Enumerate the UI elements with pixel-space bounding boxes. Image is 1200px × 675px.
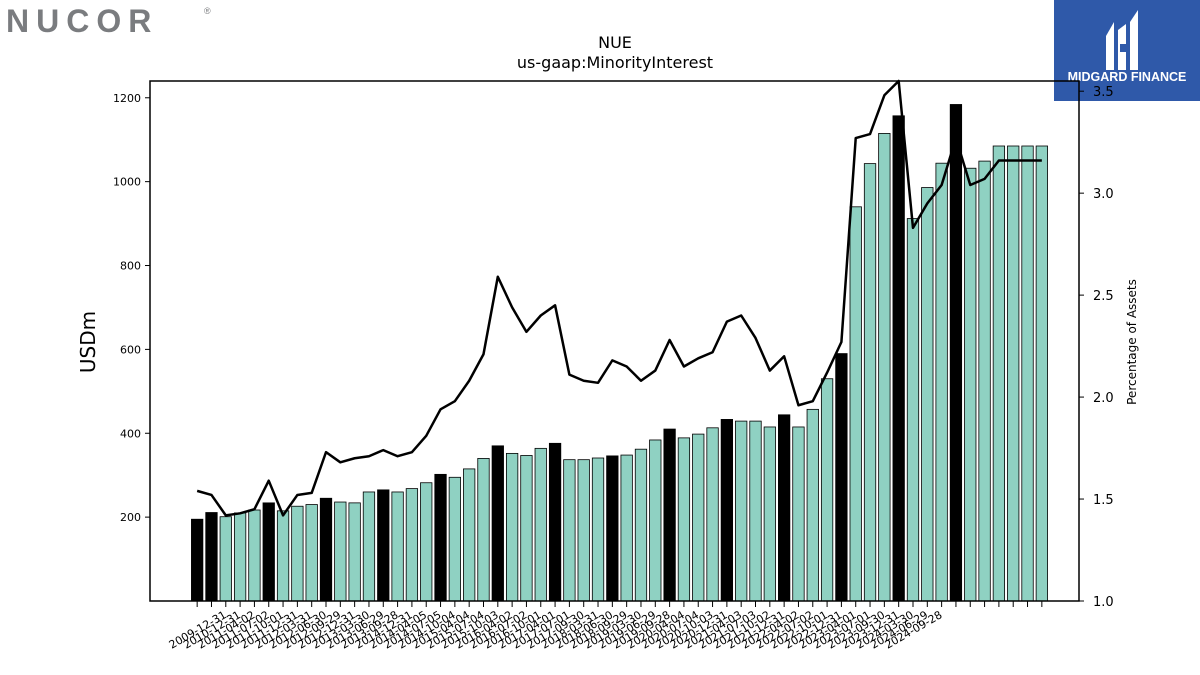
pct-assets-line [196, 79, 1042, 517]
bar [935, 162, 948, 602]
bar [491, 445, 504, 602]
bar [391, 491, 404, 602]
bar [863, 163, 877, 602]
bar [1007, 145, 1020, 602]
y2-tick-label: 3.5 [1093, 85, 1114, 100]
bar [233, 512, 247, 602]
bar [692, 433, 705, 602]
y2-tick-label: 3.0 [1093, 187, 1114, 202]
bar [334, 501, 347, 602]
bar [778, 414, 791, 602]
x-axis: 2009-12-312010-12-312011-04-022011-07-02… [167, 601, 1043, 652]
registered-mark: ® [204, 6, 211, 16]
bar [348, 502, 361, 602]
y2-tick-label: 1.0 [1093, 595, 1114, 610]
y-tick-label: 400 [120, 427, 141, 440]
bar [820, 378, 834, 602]
y-axis-right: 1.0 1.5 2.0 2.5 3.0 3.5 [1079, 85, 1114, 610]
bar [649, 439, 662, 602]
bar [548, 442, 562, 602]
y2-axis-label: Percentage of Assets [1125, 279, 1139, 405]
line-series [196, 79, 1042, 517]
bar [463, 468, 476, 602]
y-tick-label: 1200 [113, 92, 141, 105]
plot-frame [149, 80, 1080, 602]
bar [921, 187, 934, 602]
y-tick-label: 600 [120, 343, 141, 356]
nucor-logo-text: NUCOR [6, 4, 158, 39]
bar [792, 426, 805, 602]
y-tick-label: 800 [120, 260, 141, 273]
bar [1035, 145, 1048, 602]
bar [964, 167, 977, 602]
bar [663, 428, 676, 602]
bar [405, 488, 419, 602]
bar [892, 115, 905, 602]
bar [534, 447, 547, 602]
bar [319, 497, 333, 602]
y2-tick-label: 1.5 [1093, 493, 1114, 508]
bar [505, 452, 519, 602]
bar-series [191, 104, 1048, 602]
bar [878, 133, 891, 602]
bar [735, 420, 748, 602]
bar [677, 437, 691, 602]
bar [591, 457, 605, 602]
bar [706, 427, 719, 602]
bar [620, 454, 633, 602]
bar [606, 455, 619, 602]
bar [720, 419, 734, 602]
bar [763, 426, 776, 602]
bar [906, 218, 920, 602]
bar [849, 206, 862, 602]
bar [520, 455, 533, 602]
bar [992, 145, 1006, 602]
bar [362, 491, 376, 602]
y-axis-label: USDm [76, 311, 100, 373]
bar [563, 459, 576, 602]
bar [434, 473, 447, 602]
bar [477, 458, 490, 602]
bar [577, 459, 590, 602]
logo-emblem-icon [1106, 10, 1138, 70]
bar [262, 502, 275, 602]
bar [191, 518, 204, 602]
bar [634, 448, 648, 602]
chart-subtitle: us-gaap:MinorityInterest [517, 53, 713, 72]
bar [978, 160, 991, 602]
y2-tick-label: 2.5 [1093, 289, 1114, 304]
y-tick-label: 200 [120, 511, 141, 524]
y-axis-left: 200 400 600 800 1000 1200 [113, 92, 150, 524]
y-tick-label: 1000 [113, 176, 141, 189]
bar [949, 104, 963, 602]
chart-title: NUE [598, 33, 632, 52]
y2-tick-label: 2.0 [1093, 391, 1114, 406]
bar [248, 509, 261, 602]
bar [1021, 145, 1034, 602]
bar [448, 476, 461, 602]
bar [806, 408, 819, 602]
publisher-name: MIDGARD FINANCE [1068, 70, 1187, 84]
bar [420, 482, 433, 602]
bar [205, 512, 218, 602]
bar [749, 420, 762, 602]
bar [276, 510, 290, 602]
bar [305, 504, 318, 602]
bar [835, 353, 848, 602]
bar [219, 516, 232, 602]
nucor-logo: NUCOR ® [6, 4, 211, 39]
bar [291, 505, 304, 602]
bar [377, 489, 390, 602]
